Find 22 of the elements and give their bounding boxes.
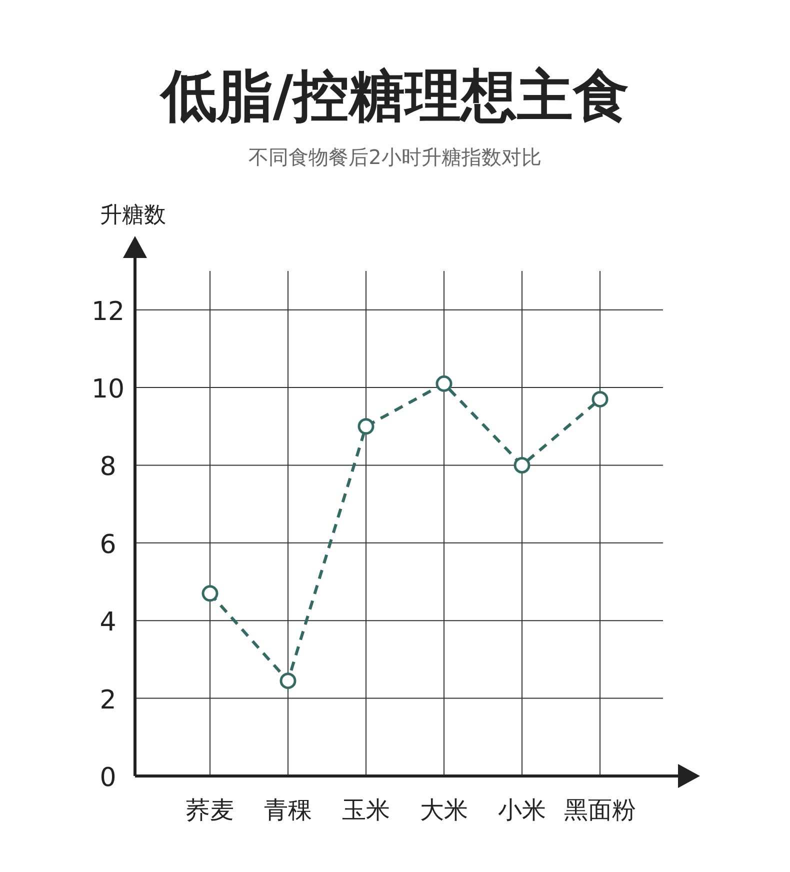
point <box>592 390 608 408</box>
point <box>358 418 374 435</box>
point <box>436 375 452 392</box>
chart-subtitle: 不同食物餐后2小时升糖指数对比 <box>248 145 542 169</box>
chart-title: 低脂/控糖理想主食 <box>158 64 630 129</box>
point <box>280 672 296 690</box>
x-tick-label: 黑面粉 <box>564 796 636 824</box>
y-tick-label: 10 <box>91 374 125 405</box>
x-tick-label: 小米 <box>498 796 546 824</box>
y-tick-label: 6 <box>100 530 116 560</box>
x-tick-label: 大米 <box>420 796 468 824</box>
x-tick-label: 玉米 <box>342 796 390 824</box>
y-tick-label: 12 <box>91 296 125 327</box>
point <box>514 456 530 474</box>
y-tick-label: 8 <box>100 452 116 482</box>
y-tick-label: 4 <box>100 608 116 638</box>
y-tick-label: 2 <box>100 685 116 716</box>
point <box>202 585 218 602</box>
y-axis-title: 升糖数 <box>100 203 166 228</box>
y-tick-label: 0 <box>100 763 116 793</box>
x-tick-label: 青稞 <box>264 796 312 824</box>
x-tick-label: 荞麦 <box>186 796 234 824</box>
